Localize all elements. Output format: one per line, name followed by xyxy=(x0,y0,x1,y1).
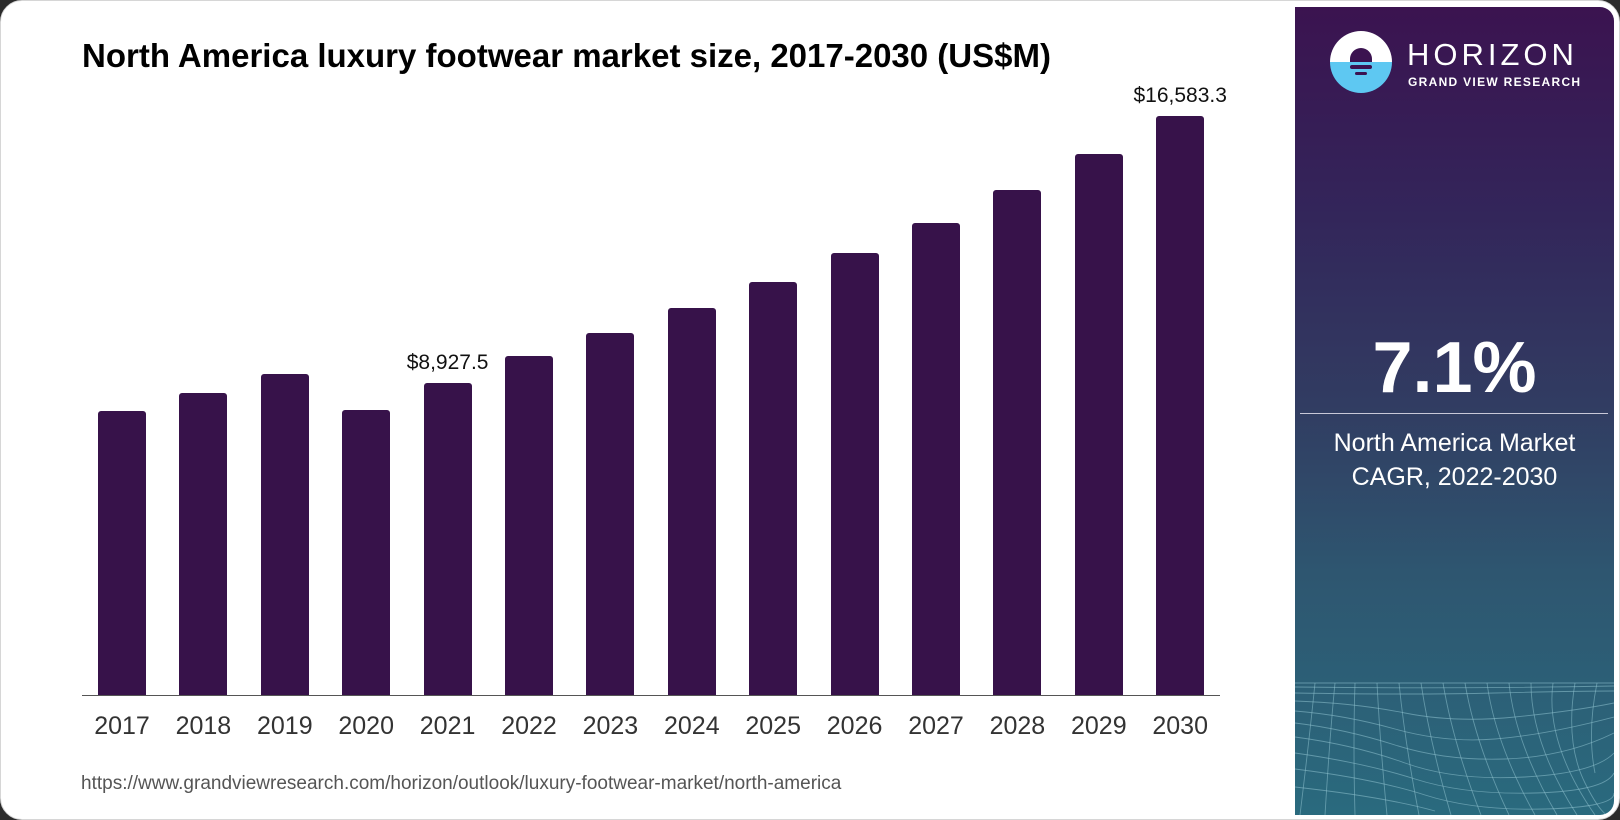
bar-2017 xyxy=(98,411,146,695)
brand-subtitle: GRAND VIEW RESEARCH xyxy=(1408,75,1582,89)
x-tick-label: 2030 xyxy=(1152,712,1208,740)
x-tick-label: 2029 xyxy=(1070,712,1127,740)
bar-2018 xyxy=(179,393,228,695)
x-tick-label: 2025 xyxy=(745,712,801,740)
x-tick-label: 2026 xyxy=(826,712,883,740)
bar-2024 xyxy=(667,308,716,695)
wave-mesh-decoration xyxy=(1295,682,1614,815)
x-tick-label: 2027 xyxy=(908,712,964,740)
x-tick-label: 2019 xyxy=(256,712,313,740)
bar-2025 xyxy=(749,282,798,695)
bar-value-label: $16,583.3 xyxy=(1133,84,1227,107)
source-url: https://www.grandviewresearch.com/horizo… xyxy=(81,773,842,794)
x-tick-label: 2022 xyxy=(501,712,557,740)
bar-2027 xyxy=(912,223,960,695)
x-tick-label: 2024 xyxy=(663,712,720,740)
bar-2019 xyxy=(260,374,309,695)
horizon-side-panel: HORIZON GRAND VIEW RESEARCH 7.1% North A… xyxy=(1295,7,1614,815)
bar-chart-plot: 2017 2018 2019 2020 2021 $8,927.5 2022 2023 2024… xyxy=(1,1,1291,819)
bar-2029 xyxy=(1074,154,1123,695)
bar-2026 xyxy=(830,253,879,695)
x-tick-label: 2021 xyxy=(419,712,476,740)
bar-2023 xyxy=(586,333,635,695)
x-axis-line xyxy=(82,695,1220,696)
cagr-caption-line1: North America Market xyxy=(1333,429,1576,457)
x-tick-label: 2020 xyxy=(338,712,394,740)
bar-value-label: $8,927.5 xyxy=(406,351,489,374)
bar-2021 xyxy=(423,383,472,695)
bar-2022 xyxy=(505,356,553,695)
bar-2028 xyxy=(993,190,1042,695)
x-tick-label: 2018 xyxy=(175,712,232,740)
cagr-value: 7.1% xyxy=(1372,328,1537,408)
bar-2020 xyxy=(342,410,391,695)
x-tick-label: 2017 xyxy=(94,712,150,740)
cagr-caption: North America Market CAGR, 2022-2030 xyxy=(1295,426,1614,494)
panel-divider xyxy=(1300,413,1608,414)
x-tick-label: 2028 xyxy=(989,712,1046,740)
chart-title: North America luxury footwear market siz… xyxy=(82,37,1051,74)
horizon-logo-icon xyxy=(1330,31,1392,93)
x-tick-label: 2023 xyxy=(582,712,639,740)
cagr-caption-line2: CAGR, 2022-2030 xyxy=(1351,463,1558,491)
bar-2030 xyxy=(1156,116,1205,695)
brand-name: HORIZON xyxy=(1407,37,1578,72)
